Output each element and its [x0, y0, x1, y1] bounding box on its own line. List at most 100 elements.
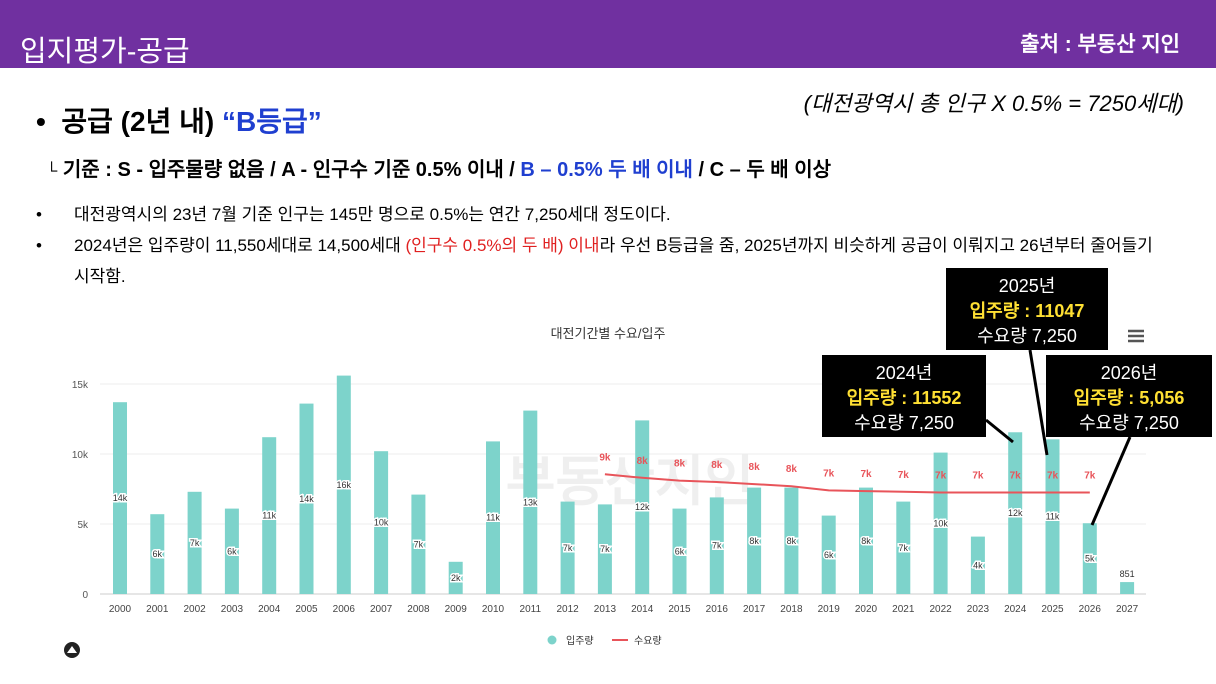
bar	[560, 501, 575, 594]
bar	[113, 402, 127, 594]
criteria-mark: └	[46, 163, 58, 180]
bar	[1008, 432, 1023, 594]
header-title: 입지평가-공급	[20, 36, 190, 68]
line-label: 8k	[749, 462, 761, 473]
bar	[784, 487, 799, 594]
bar	[635, 420, 650, 594]
source: 출처 : 부동산 지인	[1020, 33, 1180, 56]
callout-box	[946, 268, 1108, 350]
bar	[933, 452, 948, 594]
x-tick-label: 2002	[183, 604, 206, 615]
heading: • 공급 (2년 내) “B등급”	[36, 100, 322, 140]
criteria-text: 기준 : S - 입주물량 없음 / A - 인구수 기준 0.5% 이내 /	[62, 159, 521, 181]
x-tick-label: 2022	[929, 604, 952, 615]
line-label: 7k	[1010, 471, 1022, 482]
bullet-text: 2024년은 입주량이 11,550세대로 14,500세대 (인구수 0.5%…	[74, 230, 1166, 292]
bar-label: 11k	[1046, 512, 1060, 522]
line-label: 8k	[674, 459, 686, 470]
x-tick-label: 2020	[855, 604, 878, 615]
criteria-text: / C – 두 배 이상	[692, 159, 832, 181]
bar-label: 7k	[190, 538, 200, 548]
line-label: 7k	[1084, 471, 1096, 482]
callout-pointer	[1090, 436, 1132, 526]
bar-label: 8k	[861, 536, 871, 546]
callout-demand: 수요량 7,250	[1079, 413, 1179, 433]
bar-label: 5k	[1085, 554, 1095, 564]
line-label: 7k	[823, 468, 835, 479]
x-tick-label: 2013	[594, 604, 617, 615]
bar	[859, 487, 873, 594]
text: 라 우선 B등급을 줌, 2025년까지 비슷하게 공급이 이뤄지고 26년부터…	[74, 236, 1153, 286]
callout-year: 2024년	[876, 363, 933, 383]
bar-label: 14k	[299, 494, 314, 504]
bar-label: 7k	[600, 544, 610, 554]
chart-title: 대전기간별 수요/입주	[551, 326, 666, 341]
x-tick-label: 2016	[706, 604, 729, 615]
callout-box	[1046, 355, 1212, 437]
x-tick-label: 2001	[146, 604, 169, 615]
logo	[64, 642, 80, 658]
bar-label: 11k	[262, 511, 276, 521]
callout-supply: 입주량 : 5,056	[1074, 387, 1185, 408]
line-label: 9k	[599, 452, 611, 463]
bullet-item: • 대전광역시의 23년 7월 기준 인구는 145만 명으로 0.5%는 연간 …	[36, 199, 1166, 230]
bar	[187, 491, 202, 594]
bar-label: 14k	[113, 493, 128, 503]
x-tick-label: 2007	[370, 604, 393, 615]
bullet: •	[36, 236, 42, 255]
bar-label: 16k	[337, 480, 352, 490]
line-label: 7k	[860, 469, 872, 480]
bullet-item: • 2024년은 입주량이 11,550세대로 14,500세대 (인구수 0.5…	[36, 230, 1166, 292]
bar	[411, 494, 426, 594]
x-tick-label: 2006	[333, 604, 356, 615]
bar	[597, 504, 612, 594]
heading-text: 공급 (2년 내)	[61, 106, 222, 137]
menu-icon[interactable]	[1128, 329, 1144, 343]
x-tick-label: 2026	[1079, 604, 1102, 615]
bar-label: 10k	[933, 518, 948, 528]
x-tick-label: 2017	[743, 604, 766, 615]
x-tick-label: 2014	[631, 604, 654, 615]
callout-pointer	[1028, 349, 1049, 456]
x-tick-label: 2021	[892, 604, 915, 615]
bar	[224, 508, 239, 594]
callout-pointer	[985, 418, 1014, 444]
grade: “B등급”	[221, 106, 322, 137]
bar	[1120, 582, 1135, 594]
bar	[1082, 523, 1097, 594]
text: 2024년은 입주량이 11,550세대로 14,500세대	[74, 236, 406, 255]
bar	[336, 375, 351, 594]
legend-label: 수요량	[634, 635, 662, 647]
x-tick-label: 2005	[295, 604, 318, 615]
x-tick-label: 2010	[482, 604, 505, 615]
callout-supply: 입주량 : 11552	[847, 387, 962, 408]
line-label: 8k	[786, 464, 798, 475]
y-tick-label: 10k	[72, 450, 89, 461]
x-tick-label: 2019	[818, 604, 841, 615]
bar	[747, 487, 762, 594]
bar-label: 7k	[712, 541, 722, 551]
bar-label: 8k	[787, 536, 797, 546]
bar	[486, 441, 500, 594]
callout-year: 2025년	[999, 276, 1056, 296]
bar	[299, 403, 314, 594]
x-tick-label: 2012	[556, 604, 579, 615]
x-tick-label: 2024	[1004, 604, 1027, 615]
bar	[896, 501, 911, 594]
bar	[709, 497, 724, 594]
bar-label: 6k	[227, 546, 237, 556]
callout-box	[822, 355, 986, 437]
bar-label: 10k	[374, 518, 389, 528]
bar-label: 12k	[1008, 508, 1023, 518]
formula: (대전광역시 총 인구 X 0.5% = 7250세대)	[803, 91, 1184, 116]
bar	[374, 451, 389, 594]
line-label: 8k	[711, 460, 723, 471]
bar-label: 8k	[749, 536, 759, 546]
bar	[1045, 439, 1060, 594]
y-tick-label: 15k	[72, 380, 89, 391]
bullet: •	[36, 106, 46, 137]
x-tick-label: 2004	[258, 604, 281, 615]
line-label: 8k	[637, 456, 649, 467]
bar-label: 6k	[675, 546, 685, 556]
